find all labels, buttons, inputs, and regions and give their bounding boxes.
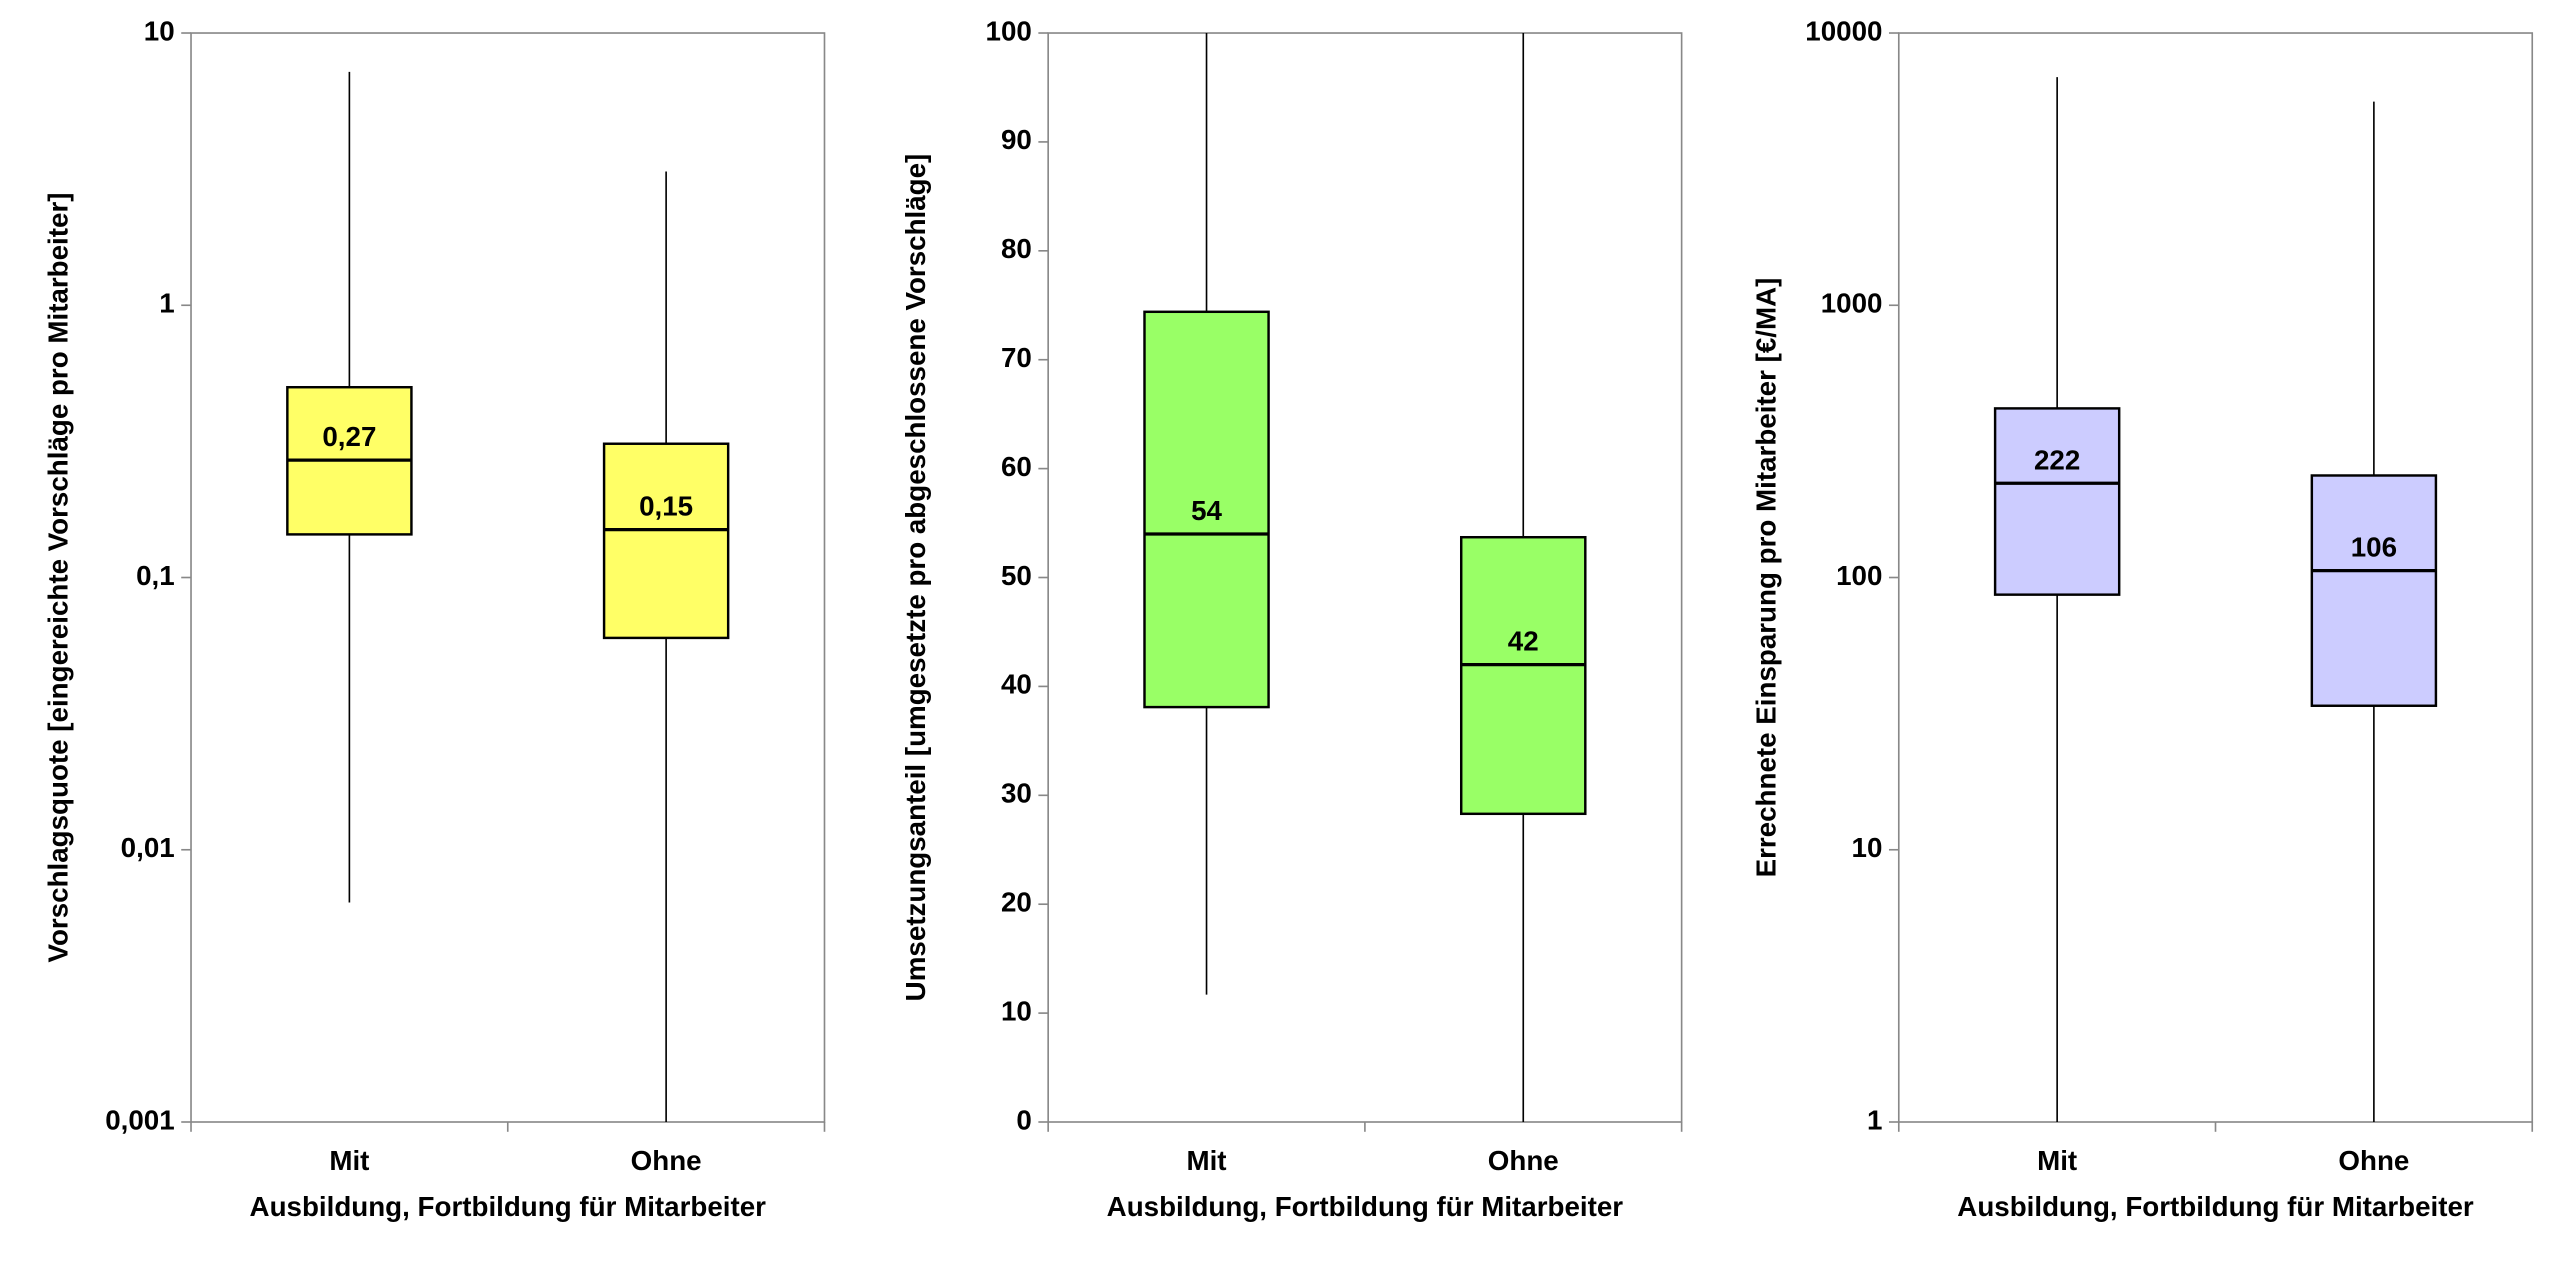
box bbox=[1993, 407, 2121, 596]
y-tick-label: 1 bbox=[1867, 1104, 1882, 1135]
y-tick-label: 10 bbox=[1001, 995, 1032, 1026]
y-tick-label: 90 bbox=[1001, 124, 1032, 155]
y-tick-label: 0 bbox=[1016, 1104, 1031, 1135]
median-label: 0,27 bbox=[322, 421, 376, 452]
y-tick-label: 10 bbox=[1852, 832, 1883, 863]
y-tick-label: 50 bbox=[1001, 560, 1032, 591]
median-label: 222 bbox=[2034, 444, 2080, 475]
plot-frame bbox=[1897, 32, 2534, 1123]
y-tick-label: 70 bbox=[1001, 342, 1032, 373]
x-axis-label: Ausbildung, Fortbildung für Mitarbeiter bbox=[250, 1191, 767, 1222]
y-tick-label: 10 bbox=[144, 15, 175, 46]
median-label: 54 bbox=[1191, 495, 1222, 526]
median-label: 106 bbox=[2351, 532, 2397, 563]
box bbox=[602, 442, 730, 640]
y-tick-label: 80 bbox=[1001, 233, 1032, 264]
y-tick-label: 0,01 bbox=[121, 832, 175, 863]
x-tick-label: Mit bbox=[329, 1145, 369, 1176]
y-tick-label: 60 bbox=[1001, 451, 1032, 482]
y-tick-label: 0,001 bbox=[105, 1104, 174, 1135]
plot-frame bbox=[190, 32, 826, 1123]
y-tick-label: 10000 bbox=[1805, 15, 1882, 46]
y-tick-label: 1 bbox=[159, 288, 174, 319]
y-tick-label: 1000 bbox=[1821, 288, 1883, 319]
x-axis-label: Ausbildung, Fortbildung für Mitarbeiter bbox=[1107, 1191, 1624, 1222]
y-tick-label: 100 bbox=[986, 15, 1032, 46]
y-tick-label: 30 bbox=[1001, 778, 1032, 809]
y-axis-label: Vorschlagsquote [eingereichte Vorschläge… bbox=[43, 193, 74, 963]
plot-frame bbox=[1047, 32, 1683, 1123]
x-tick-label: Ohne bbox=[1488, 1145, 1559, 1176]
y-tick-label: 40 bbox=[1001, 669, 1032, 700]
y-tick-label: 0,1 bbox=[136, 560, 175, 591]
median-label: 0,15 bbox=[639, 491, 693, 522]
x-tick-label: Mit bbox=[2037, 1145, 2077, 1176]
box bbox=[2310, 474, 2438, 707]
box bbox=[1460, 535, 1587, 816]
x-axis-label: Ausbildung, Fortbildung für Mitarbeiter bbox=[1957, 1191, 2474, 1222]
x-tick-label: Ohne bbox=[631, 1145, 702, 1176]
y-tick-label: 100 bbox=[1836, 560, 1882, 591]
median-label: 42 bbox=[1508, 626, 1539, 657]
box bbox=[1143, 310, 1270, 709]
x-tick-label: Ohne bbox=[2338, 1145, 2409, 1176]
y-tick-label: 20 bbox=[1001, 887, 1032, 918]
y-axis-label: Umsetzungsanteil [umgesetzte pro abgesch… bbox=[900, 154, 931, 1002]
x-tick-label: Mit bbox=[1186, 1145, 1226, 1176]
y-axis-label: Errechnete Einsparung pro Mitarbeiter [€… bbox=[1750, 278, 1781, 878]
